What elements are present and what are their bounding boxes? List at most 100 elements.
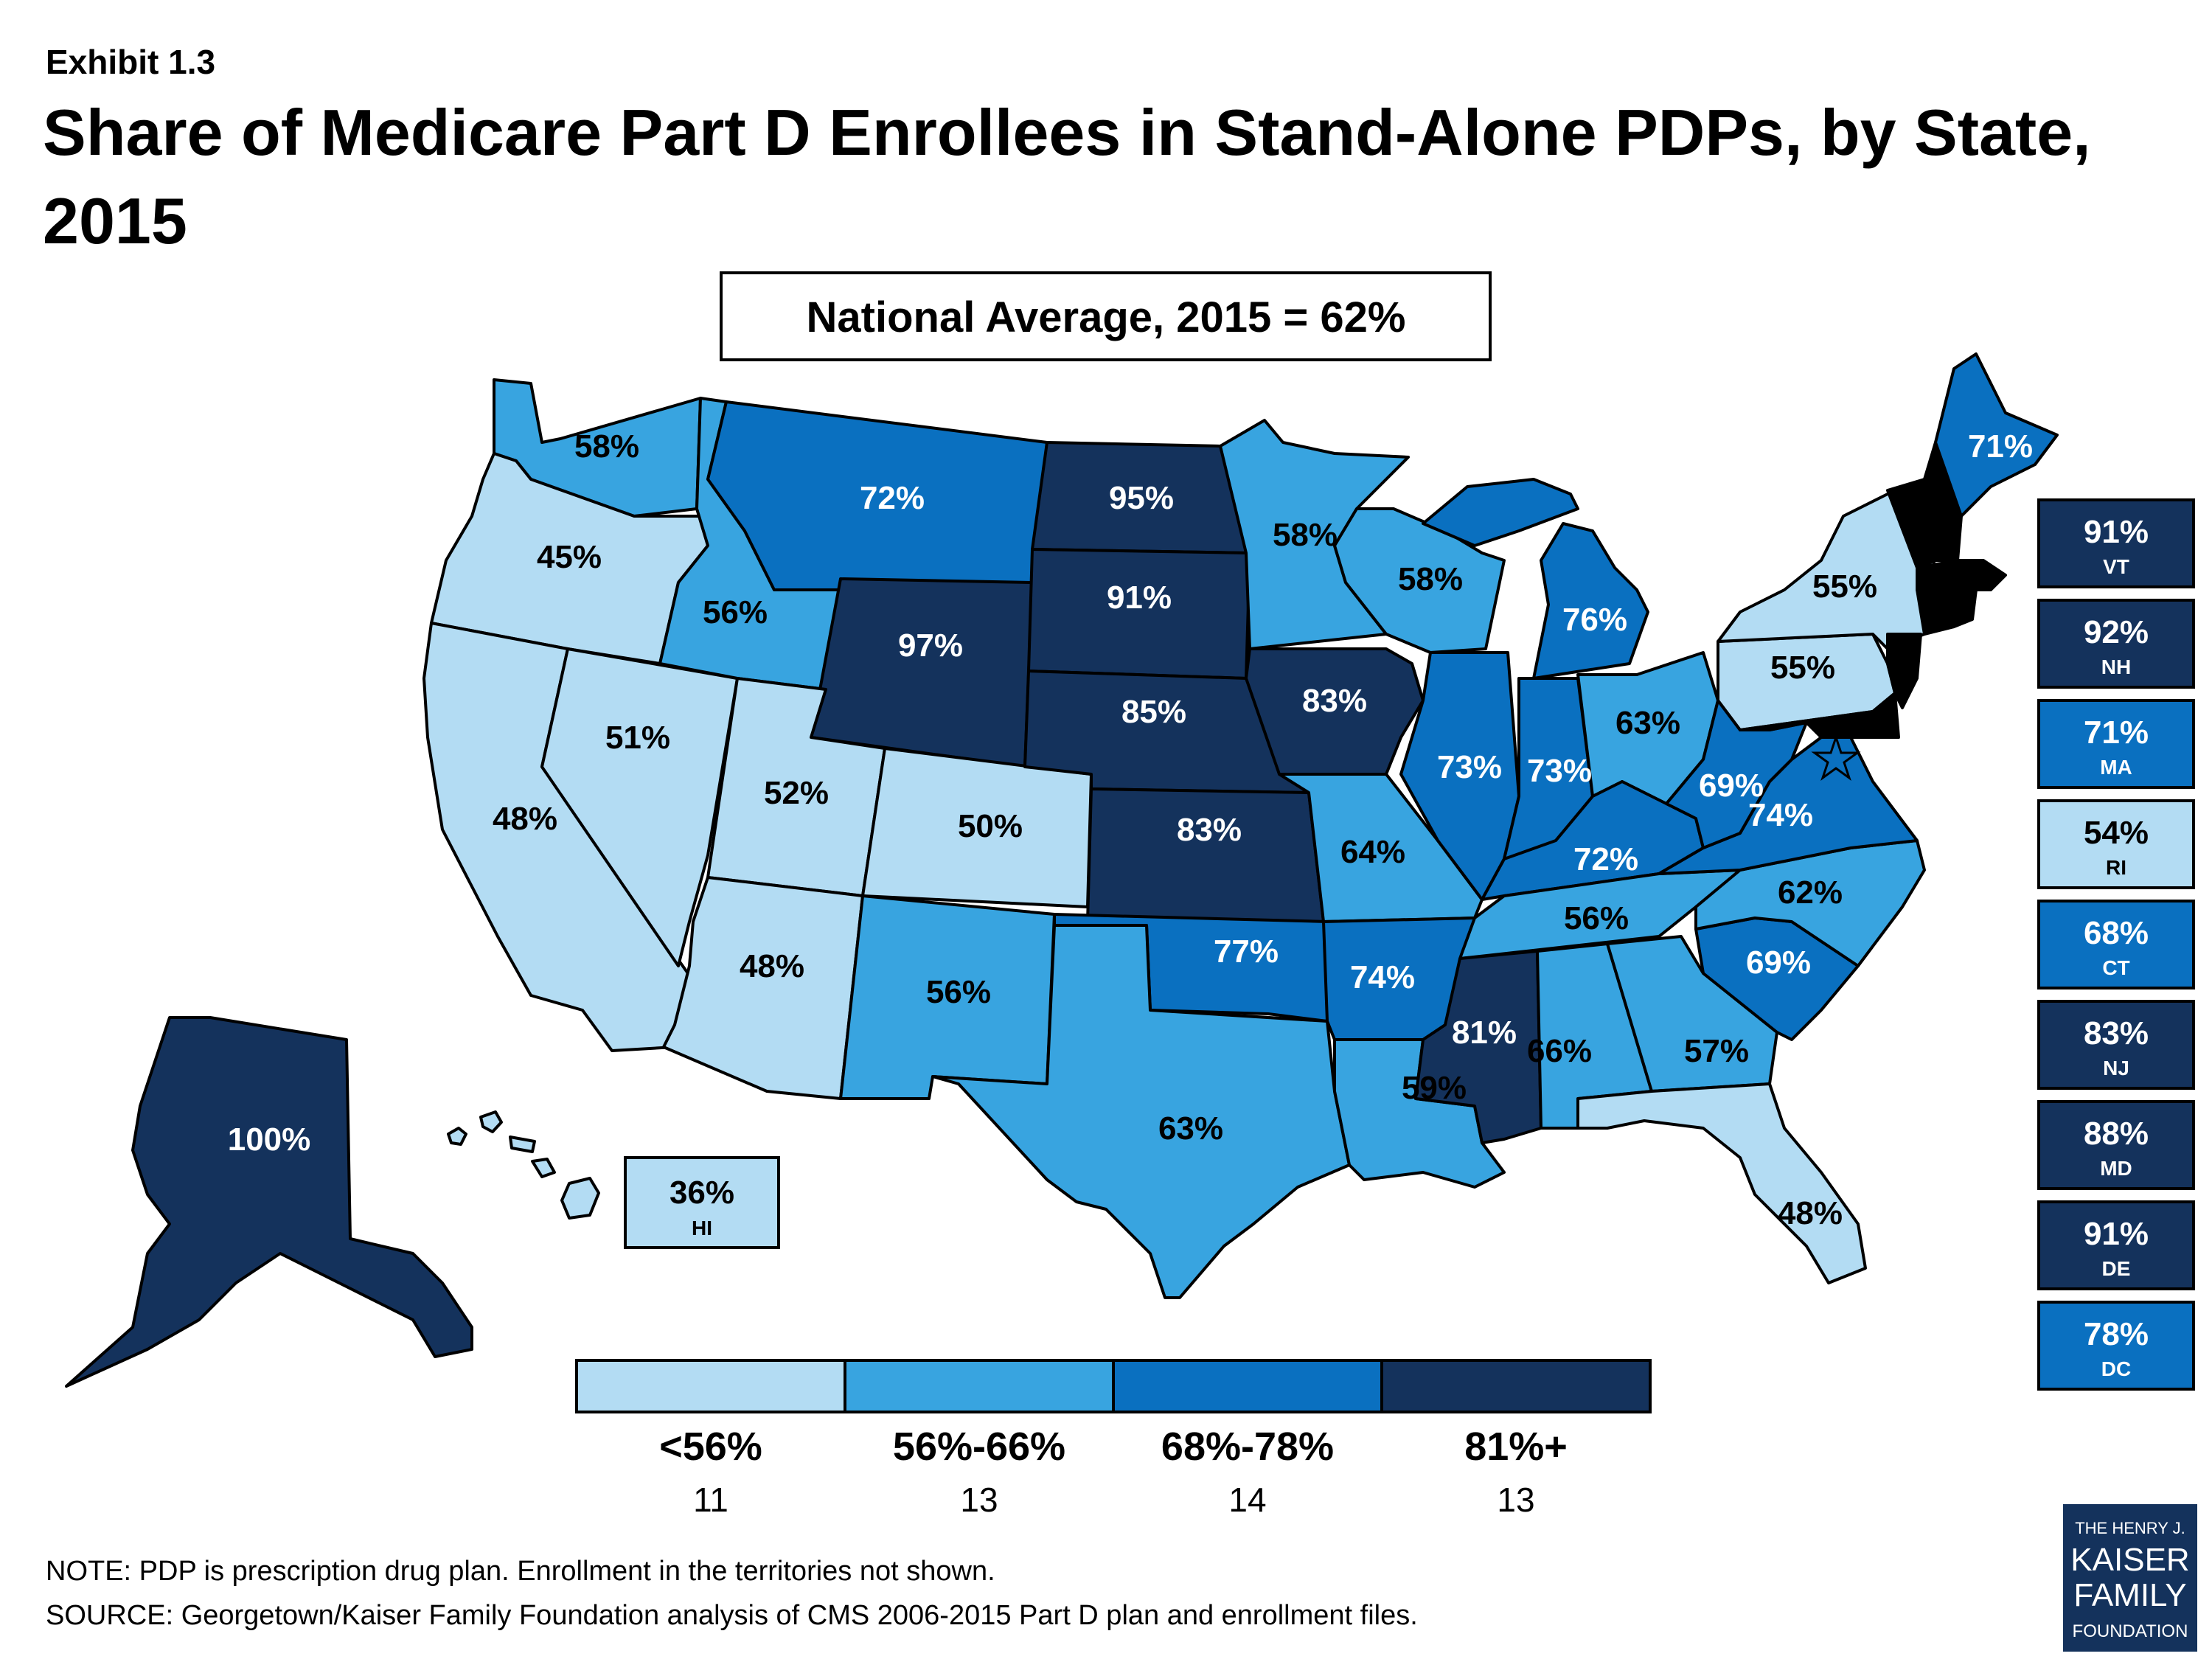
legend-range-2: 56%-66% (893, 1425, 1065, 1469)
state-box-abbr: VT (2103, 555, 2129, 578)
small-state-boxes: 91% VT 92% NH 71% MA 54% RI 68% CT 83% NJ 88% MD 91% DE… (2037, 498, 2195, 1391)
label-la: 59% (1402, 1070, 1467, 1106)
state-box-value: 91% (2084, 1216, 2149, 1252)
state-hi-island (509, 1135, 536, 1153)
label-al: 66% (1527, 1033, 1592, 1069)
legend-swatch-2 (844, 1359, 1115, 1413)
state-box-dc[interactable]: 78% DC (2037, 1301, 2195, 1391)
state-ri[interactable] (1952, 588, 1978, 628)
state-box-background (2037, 599, 2195, 689)
state-box-background (2037, 1200, 2195, 1290)
state-hi-island (560, 1177, 600, 1220)
state-box-ma[interactable]: 71% MA (2037, 699, 2195, 789)
legend-swatch-3 (1112, 1359, 1383, 1413)
state-nj[interactable] (1886, 633, 1922, 709)
label-oh: 63% (1615, 705, 1680, 741)
state-box-value: 54% (2084, 815, 2149, 851)
state-ma[interactable] (1916, 559, 2007, 591)
label-ok: 77% (1214, 933, 1279, 970)
legend-range-1: <56% (659, 1425, 762, 1469)
state-ks[interactable] (1086, 787, 1325, 923)
state-box-abbr: MD (2100, 1157, 2132, 1180)
dc-star-icon (1811, 734, 1861, 781)
label-mi: 76% (1562, 602, 1627, 638)
exhibit-number: Exhibit 1.3 (46, 43, 215, 81)
state-ia[interactable] (1245, 647, 1425, 776)
label-ny: 55% (1812, 568, 1877, 605)
legend-count-3: 14 (1228, 1481, 1266, 1519)
page-title-line-2: 2015 (43, 184, 187, 257)
hawaii-islands (447, 1110, 600, 1220)
label-wv: 69% (1699, 768, 1764, 804)
state-wy[interactable] (810, 577, 1034, 768)
legend-count-2: 13 (960, 1481, 998, 1519)
label-ky: 72% (1573, 841, 1638, 877)
logo-line-1: THE HENRY J. (2075, 1519, 2185, 1537)
legend-count-4: 13 (1497, 1481, 1534, 1519)
label-mt: 72% (860, 480, 925, 516)
footnote-note: NOTE: PDP is prescription drug plan. Enr… (46, 1556, 995, 1587)
label-il: 73% (1437, 749, 1502, 785)
label-me: 71% (1968, 428, 2033, 465)
state-box-background (2037, 498, 2195, 588)
national-average-text: National Average, 2015 = 62% (807, 293, 1406, 341)
footnote-source: SOURCE: Georgetown/Kaiser Family Foundat… (46, 1600, 1418, 1631)
label-wi: 58% (1398, 561, 1463, 597)
state-box-value: 88% (2084, 1116, 2149, 1152)
label-ut: 52% (764, 775, 829, 811)
label-or: 45% (537, 539, 602, 575)
label-nm: 56% (926, 974, 991, 1010)
logo-background (2063, 1504, 2197, 1652)
label-tx: 63% (1158, 1110, 1223, 1147)
state-box-value: 78% (2084, 1316, 2149, 1352)
label-wy: 97% (898, 627, 963, 664)
label-ga: 57% (1684, 1033, 1749, 1069)
logo-line-3: FAMILY (2073, 1577, 2186, 1613)
state-box-md[interactable]: 88% MD (2037, 1100, 2195, 1190)
state-mi[interactable] (1422, 478, 1649, 680)
hawaii-value-box: 36% HI (624, 1156, 780, 1249)
hawaii-box-value: 36% (669, 1175, 734, 1211)
state-nh[interactable] (1923, 441, 1963, 562)
label-va: 74% (1748, 797, 1813, 833)
state-me[interactable] (1934, 352, 2059, 518)
state-box-ri[interactable]: 54% RI (2037, 799, 2195, 889)
legend-range-3: 68%-78% (1161, 1425, 1334, 1469)
state-box-nj[interactable]: 83% NJ (2037, 1000, 2195, 1090)
state-hi-island (479, 1110, 503, 1133)
label-ms: 81% (1452, 1015, 1517, 1051)
state-box-value: 91% (2084, 514, 2149, 550)
hawaii-box-background (624, 1156, 780, 1249)
kaiser-family-foundation-logo: THE HENRY J. KAISER FAMILY FOUNDATION (2063, 1504, 2197, 1652)
page-title-line-1: Share of Medicare Part D Enrollees in St… (43, 96, 2091, 169)
state-mo[interactable] (1278, 773, 1484, 923)
label-nd: 95% (1109, 480, 1174, 516)
label-wa: 58% (574, 428, 639, 465)
logo-line-4: FOUNDATION (2073, 1621, 2188, 1641)
label-mo: 64% (1340, 834, 1405, 870)
legend: <56% 56%-66% 68%-78% 81%+ 11 13 14 13 (575, 1359, 1652, 1519)
state-box-value: 83% (2084, 1015, 2149, 1051)
legend-range-4: 81%+ (1464, 1425, 1568, 1469)
state-box-ct[interactable]: 68% CT (2037, 900, 2195, 990)
state-hi-island (447, 1127, 467, 1146)
label-id: 56% (703, 594, 768, 630)
label-ne: 85% (1121, 694, 1186, 730)
label-ca: 48% (493, 801, 557, 837)
state-box-background (2037, 1301, 2195, 1391)
label-in: 73% (1527, 753, 1592, 789)
state-box-nh[interactable]: 92% NH (2037, 599, 2195, 689)
state-box-abbr: DC (2101, 1357, 2131, 1380)
state-fl[interactable] (1576, 1082, 1867, 1284)
state-box-abbr: MA (2100, 756, 2132, 779)
state-box-de[interactable]: 91% DE (2037, 1200, 2195, 1290)
state-box-vt[interactable]: 91% VT (2037, 498, 2195, 588)
label-pa: 55% (1770, 650, 1835, 686)
legend-count-1: 11 (693, 1481, 728, 1519)
state-box-background (2037, 1100, 2195, 1190)
state-box-abbr: RI (2106, 856, 2126, 879)
label-ar: 74% (1350, 959, 1415, 995)
state-ak[interactable] (65, 1016, 473, 1388)
label-tn: 56% (1564, 900, 1629, 936)
legend-swatch-4 (1380, 1359, 1652, 1413)
